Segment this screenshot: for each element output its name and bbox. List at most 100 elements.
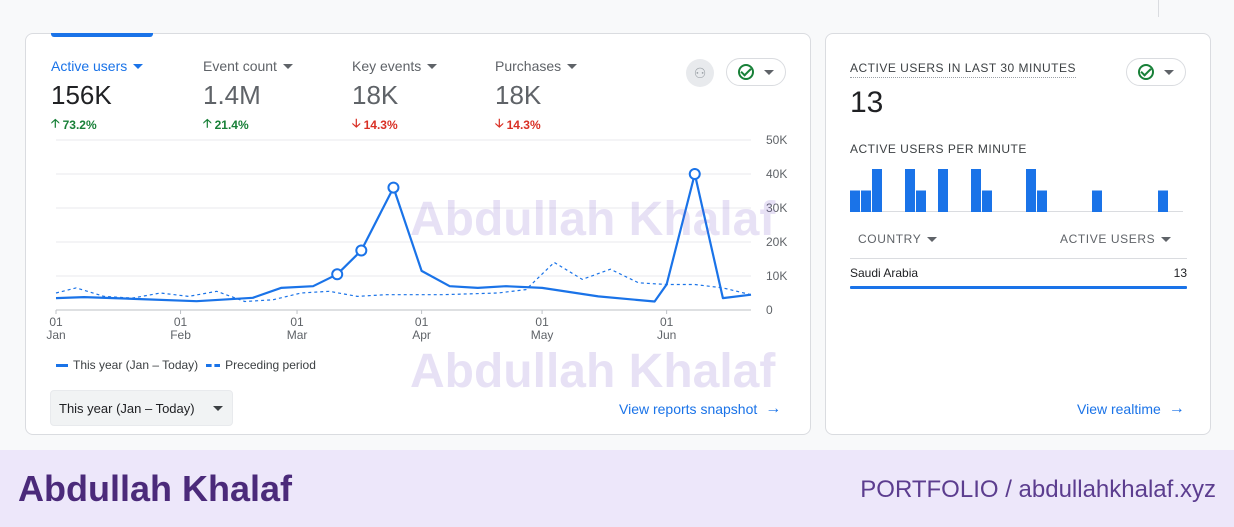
caret-down-icon — [427, 63, 438, 69]
minute-bar[interactable] — [905, 169, 915, 212]
table-divider — [850, 258, 1187, 259]
minute-bar[interactable] — [938, 169, 948, 212]
realtime-title[interactable]: ACTIVE USERS IN LAST 30 MINUTES — [850, 61, 1076, 78]
minute-bar[interactable] — [1158, 190, 1168, 213]
link-label: View realtime — [1077, 401, 1161, 417]
arrow-right-icon: → — [765, 400, 782, 417]
metric-purchases[interactable]: Purchases 18K 🡣 14.3% — [495, 58, 578, 135]
data-point-marker — [688, 168, 701, 180]
realtime-subtitle: ACTIVE USERS PER MINUTE — [850, 142, 1027, 156]
x-tick-month: May — [531, 328, 554, 342]
minute-bar[interactable] — [1037, 190, 1047, 213]
caret-down-icon — [133, 63, 144, 69]
metric-event-count[interactable]: Event count 1.4M 🡡 21.4% — [203, 58, 293, 135]
column-label: COUNTRY — [858, 232, 922, 246]
metric-label: Active users — [51, 58, 128, 74]
footer-portfolio-link[interactable]: PORTFOLIO / abdullahkhalaf.xyz — [860, 476, 1216, 503]
caret-down-icon — [212, 405, 223, 411]
legend-solid-swatch — [56, 363, 68, 367]
minute-bar[interactable] — [872, 169, 882, 212]
caret-down-icon — [764, 69, 774, 75]
metric-change: 14.3% — [363, 117, 398, 132]
table-row[interactable]: Saudi Arabia 13 — [850, 266, 1187, 280]
minute-bar[interactable] — [971, 169, 981, 212]
view-reports-snapshot-link[interactable]: View reports snapshot → — [619, 400, 781, 418]
legend-dashed-swatch — [206, 363, 221, 367]
this-year-line — [55, 172, 752, 303]
per-minute-chart — [850, 169, 1183, 213]
x-tick-month: Feb — [170, 328, 191, 342]
x-tick-month: Jun — [657, 328, 676, 342]
arrow-right-icon: → — [1168, 400, 1185, 417]
x-tick-month: Apr — [412, 328, 431, 342]
column-label: ACTIVE USERS — [1060, 232, 1156, 246]
legend-item-this-year: This year (Jan – Today) — [56, 358, 198, 372]
chart-legend: This year (Jan – Today) Preceding period — [56, 358, 324, 372]
caret-down-icon — [1161, 236, 1172, 242]
date-range-dropdown[interactable]: This year (Jan – Today) — [50, 390, 233, 426]
footer-name: Abdullah Khalaf — [18, 468, 293, 509]
metric-value: 1.4M — [203, 80, 261, 110]
caret-down-icon — [1164, 69, 1174, 75]
metric-label: Purchases — [495, 58, 562, 74]
arrow-down-icon: 🡣 — [352, 116, 361, 130]
legend-label: Preceding period — [225, 358, 316, 372]
active-users-column-header[interactable]: ACTIVE USERS — [1060, 232, 1172, 246]
active-tab-indicator — [51, 33, 153, 37]
view-realtime-link[interactable]: View realtime → — [1077, 400, 1185, 418]
metric-label: Event count — [203, 58, 277, 74]
minute-bar[interactable] — [916, 190, 926, 213]
legend-label: This year (Jan – Today) — [73, 358, 199, 372]
metric-label: Key events — [352, 58, 422, 74]
caret-down-icon — [282, 63, 293, 69]
overview-card: Active users 156K 🡡 73.2% Event count 1.4… — [25, 33, 811, 435]
data-point-marker — [387, 181, 400, 194]
users-cell: 13 — [1173, 266, 1187, 280]
minute-bar[interactable] — [850, 190, 860, 213]
x-tick-day: 01 — [174, 315, 188, 329]
minute-bar[interactable] — [861, 190, 871, 213]
caret-down-icon — [567, 63, 578, 69]
realtime-value: 13 — [850, 86, 884, 119]
portfolio-footer: Abdullah Khalaf PORTFOLIO / abdullahkhal… — [0, 450, 1234, 527]
realtime-quality-button[interactable] — [1126, 58, 1186, 86]
row-share-bar — [850, 286, 1187, 289]
minute-bar[interactable] — [1026, 169, 1036, 212]
y-tick-label: 40K — [766, 167, 787, 181]
check-circle-icon — [738, 64, 754, 80]
data-quality-button[interactable] — [726, 58, 786, 86]
x-tick-day: 01 — [660, 315, 674, 329]
medal-icon[interactable]: ⚇ — [686, 59, 714, 87]
arrow-up-icon: 🡡 — [51, 116, 60, 130]
y-tick-label: 0 — [766, 303, 773, 317]
y-tick-label: 20K — [766, 235, 787, 249]
y-tick-label: 50K — [766, 134, 787, 147]
metric-change: 21.4% — [214, 117, 249, 132]
y-tick-label: 30K — [766, 201, 787, 215]
realtime-card: ACTIVE USERS IN LAST 30 MINUTES 13 ACTIV… — [825, 33, 1211, 435]
active-users-chart: 010K20K30K40K50K01Jan01Feb01Mar01Apr01Ma… — [46, 134, 787, 342]
legend-item-preceding: Preceding period — [206, 358, 316, 372]
minute-bar[interactable] — [982, 190, 992, 213]
preceding-period-line — [55, 261, 752, 303]
x-tick-month: Jan — [46, 328, 65, 342]
check-circle-icon — [1138, 64, 1154, 80]
metric-value: 156K — [51, 80, 112, 110]
country-cell: Saudi Arabia — [850, 266, 919, 280]
date-range-label: This year (Jan – Today) — [59, 400, 195, 416]
arrow-up-icon: 🡡 — [203, 116, 212, 130]
minute-bar[interactable] — [1092, 190, 1102, 213]
x-tick-day: 01 — [535, 315, 549, 329]
top-divider — [1158, 0, 1159, 17]
arrow-down-icon: 🡣 — [495, 116, 504, 130]
y-tick-label: 10K — [766, 269, 787, 283]
metric-active-users[interactable]: Active users 156K 🡡 73.2% — [51, 58, 144, 135]
data-point-marker — [331, 268, 344, 281]
x-tick-day: 01 — [415, 315, 429, 329]
metric-key-events[interactable]: Key events 18K 🡣 14.3% — [352, 58, 438, 135]
metric-change: 14.3% — [506, 117, 541, 132]
metric-value: 18K — [352, 80, 399, 110]
x-tick-day: 01 — [49, 315, 63, 329]
link-label: View reports snapshot — [619, 401, 758, 417]
country-column-header[interactable]: COUNTRY — [858, 232, 938, 246]
